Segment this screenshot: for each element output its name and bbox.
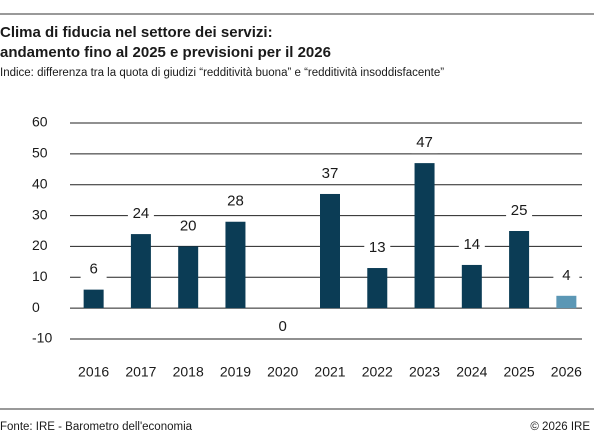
bar [225, 221, 246, 309]
bar [178, 246, 199, 309]
value-label-bg [127, 204, 154, 225]
value-label-bg [364, 238, 391, 259]
value-label: 47 [416, 134, 433, 151]
y-tick-label: 60 [32, 114, 48, 130]
y-tick-label: 10 [32, 268, 48, 284]
value-label-bg [269, 317, 296, 338]
bar [556, 295, 577, 309]
value-label: 4 [562, 267, 570, 284]
value-label: 24 [133, 205, 150, 222]
value-label: 14 [463, 236, 480, 253]
value-label: 20 [180, 217, 197, 234]
value-label: 25 [511, 202, 528, 219]
x-tick-label: 2018 [173, 364, 204, 380]
bar [461, 264, 482, 309]
source: Fonte: IRE - Barometro dell'economia [0, 421, 193, 433]
bar [320, 193, 340, 309]
bar [414, 163, 435, 309]
value-label-bg [222, 191, 249, 212]
chart-subtitle: Indice: differenza tra la quota di giudi… [0, 67, 444, 79]
copyright: © 2026 IRE [530, 421, 590, 433]
chart-title: Clima di fiducia nel settore dei servizi… [0, 24, 273, 41]
value-label: 13 [369, 239, 386, 256]
value-label: 0 [279, 318, 287, 335]
x-tick-label: 2017 [125, 364, 156, 380]
bar [367, 268, 388, 309]
value-label: 6 [89, 261, 97, 278]
y-tick-label: 30 [32, 206, 48, 222]
value-label-bg [458, 234, 485, 255]
x-tick-label: 2024 [456, 364, 487, 380]
x-tick-label: 2020 [267, 364, 298, 380]
x-tick-label: 2016 [78, 364, 109, 380]
x-tick-label: 2025 [504, 364, 535, 380]
value-label-bg [80, 259, 107, 280]
y-tick-label: -10 [32, 330, 52, 346]
value-label-bg [553, 265, 580, 286]
y-tick-label: 20 [32, 237, 48, 253]
value-label-bg [506, 201, 533, 221]
x-tick-label: 2026 [551, 364, 582, 380]
bar [130, 234, 151, 309]
bar [509, 231, 530, 309]
x-tick-label: 2023 [409, 364, 440, 380]
value-label-bg [317, 163, 343, 184]
value-label: 37 [322, 165, 339, 182]
y-tick-label: 0 [32, 299, 40, 315]
bar [83, 289, 104, 309]
x-tick-label: 2021 [314, 364, 345, 380]
chart-title: andamento fino al 2025 e previsioni per … [0, 44, 331, 61]
x-tick-label: 2022 [362, 364, 393, 380]
y-tick-label: 50 [32, 145, 48, 161]
y-tick-label: 40 [32, 175, 48, 191]
x-tick-label: 2019 [220, 364, 251, 380]
value-label: 28 [227, 193, 244, 210]
value-label-bg [411, 133, 438, 154]
value-label-bg [175, 216, 202, 237]
